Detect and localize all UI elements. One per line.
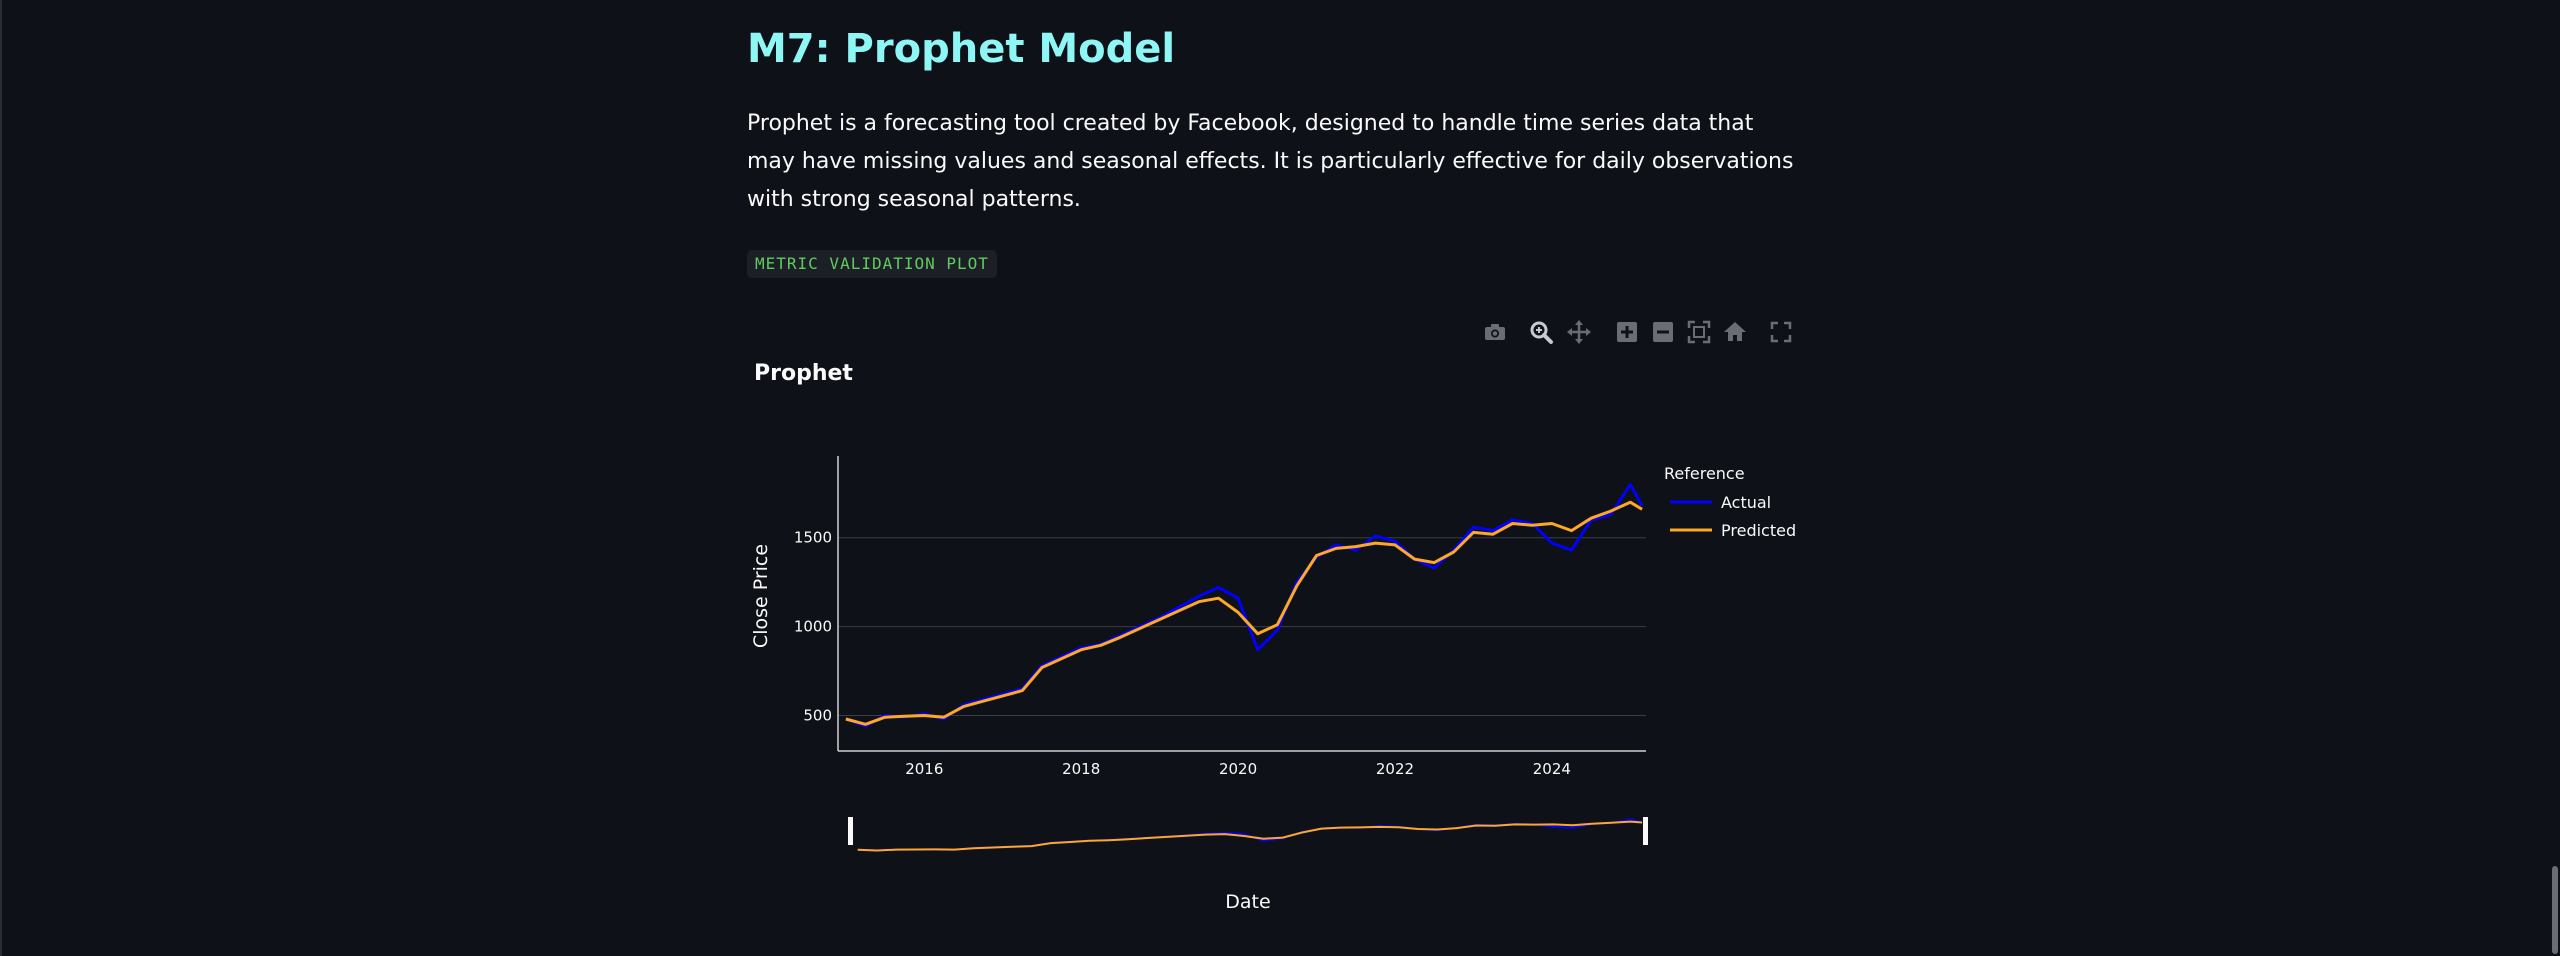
series-line-predicted [845, 500, 1643, 726]
x-tick-label: 2024 [1533, 760, 1571, 778]
zoom-in-icon[interactable] [1614, 319, 1640, 345]
legend-title: Reference [1664, 464, 1745, 483]
section-description: Prophet is a forecasting tool created by… [747, 111, 1794, 212]
y-axis-title: Close Price [750, 544, 772, 648]
range-slider[interactable] [848, 817, 1648, 852]
chart-title: Prophet [754, 361, 853, 386]
y-tick-labels: 500 1000 1500 [794, 529, 832, 725]
y-tick-label: 500 [803, 706, 832, 724]
zoom-icon[interactable] [1528, 319, 1554, 345]
x-tick-label: 2022 [1376, 760, 1414, 778]
y-tick-label: 1000 [794, 618, 832, 636]
scrollbar-thumb[interactable] [2552, 866, 2558, 954]
home-icon[interactable] [1722, 319, 1748, 345]
camera-icon[interactable] [1482, 319, 1508, 345]
zoom-out-icon[interactable] [1650, 319, 1676, 345]
section-heading: M7: Prophet Model [747, 26, 1176, 72]
legend: Reference Actual Predicted [1664, 464, 1796, 540]
x-axis-title: Date [1225, 891, 1270, 913]
autoscale-icon[interactable] [1686, 319, 1712, 345]
x-tick-label: 2016 [905, 760, 943, 778]
pan-icon[interactable] [1566, 319, 1592, 345]
series-line-actual [845, 482, 1644, 728]
x-tick-label: 2020 [1219, 760, 1257, 778]
range-slider-line-predicted [857, 820, 1643, 852]
x-tick-labels: 2016 2018 2020 2022 2024 [905, 760, 1571, 778]
y-gridlines [838, 537, 1646, 716]
page-left-edge [0, 0, 2, 956]
range-slider-handle-left[interactable] [848, 817, 853, 845]
code-label: METRIC VALIDATION PLOT [747, 250, 997, 278]
range-slider-handle-right[interactable] [1643, 817, 1648, 845]
x-tick-label: 2018 [1062, 760, 1100, 778]
legend-label-predicted[interactable]: Predicted [1721, 521, 1796, 540]
y-tick-label: 1500 [794, 529, 832, 547]
legend-label-actual[interactable]: Actual [1721, 493, 1771, 512]
fullscreen-icon[interactable] [1768, 319, 1794, 345]
